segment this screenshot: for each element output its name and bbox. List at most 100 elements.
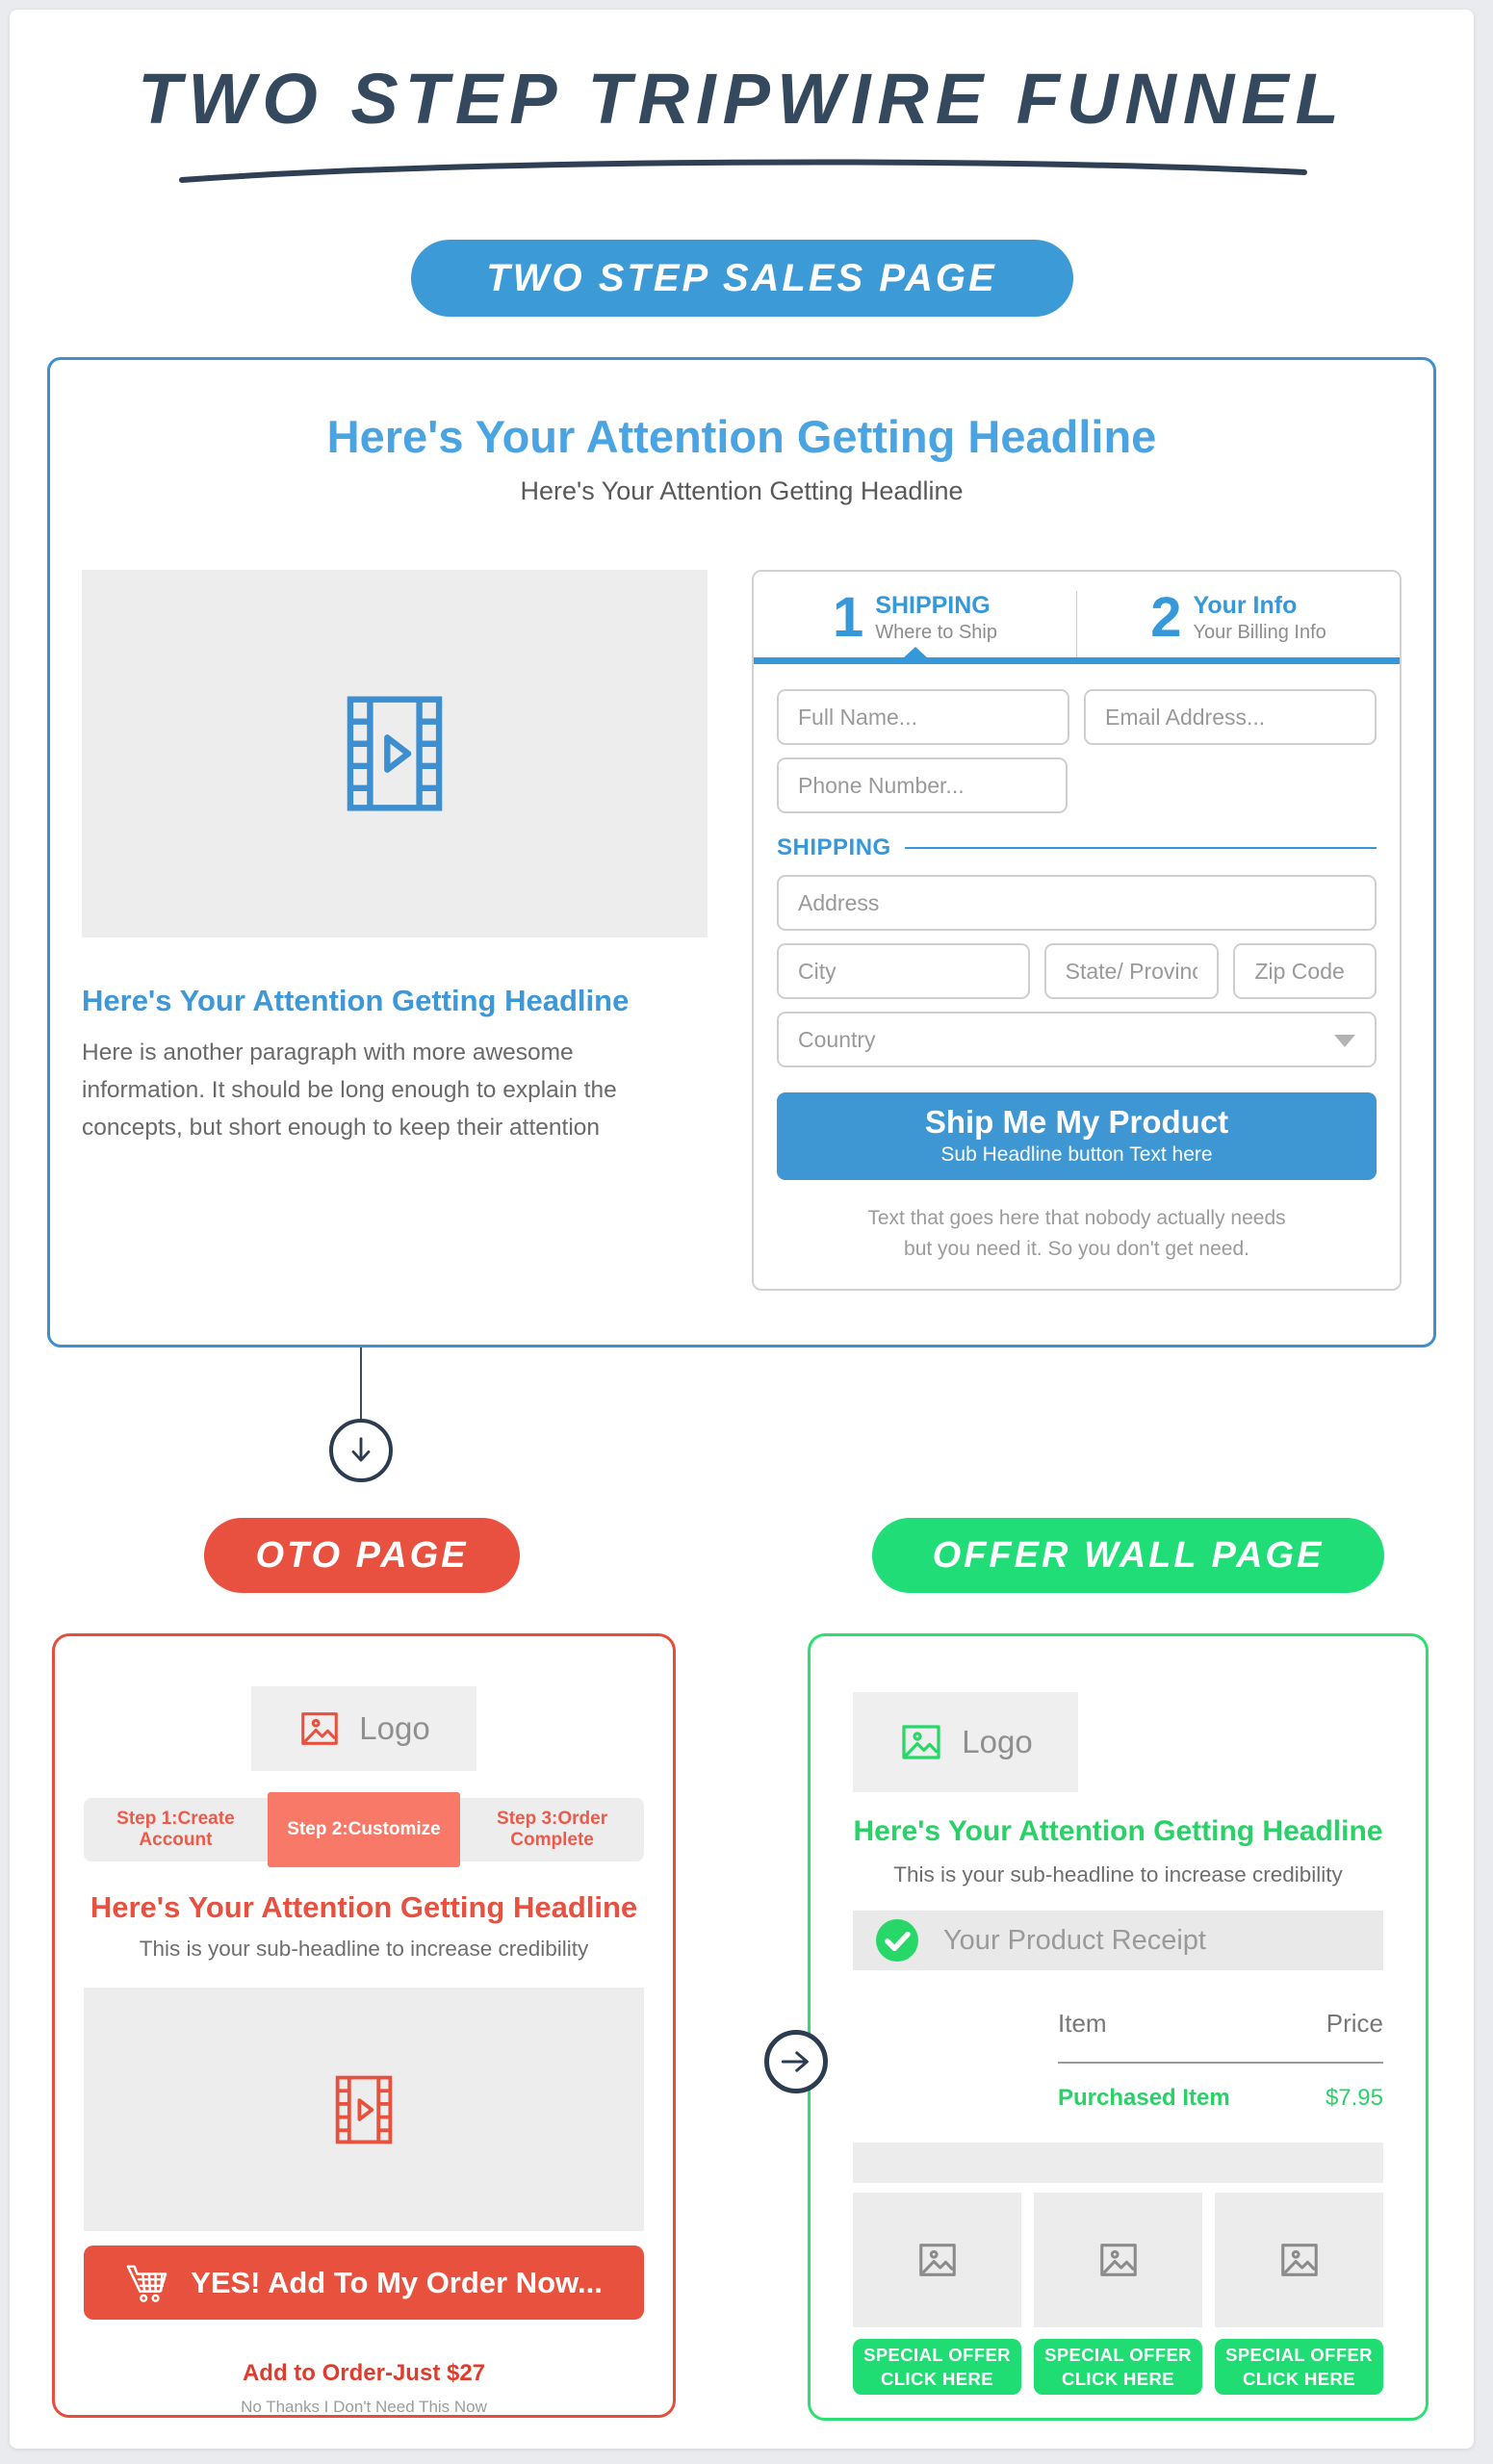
cart-icon	[126, 2265, 167, 2302]
product-receipt-label: Your Product Receipt	[943, 1924, 1206, 1956]
shipping-section-divider	[904, 847, 1377, 850]
oto-page-badge: OTO PAGE	[204, 1518, 520, 1593]
offer-3-line1: SPECIAL OFFER	[1225, 2344, 1373, 2365]
email-input[interactable]	[1084, 689, 1377, 746]
offer-wall-page-badge: OFFER WALL PAGE	[872, 1518, 1384, 1593]
receipt-footer-bar	[853, 2143, 1383, 2183]
special-offer-button-3[interactable]: SPECIAL OFFER CLICK HERE	[1215, 2339, 1383, 2395]
sales-page-section: Here's Your Attention Getting Headline H…	[47, 357, 1436, 1348]
check-circle-icon	[876, 1919, 918, 1962]
sales-left-column: Here's Your Attention Getting Headline H…	[82, 570, 708, 1291]
oto-headline: Here's Your Attention Getting Headline	[90, 1890, 638, 1924]
offer-wall-logo: Logo	[853, 1692, 1078, 1792]
sales-body-headline: Here's Your Attention Getting Headline	[82, 984, 630, 1017]
full-name-input[interactable]	[777, 689, 1069, 746]
ship-me-my-product-button[interactable]: Ship Me My Product Sub Headline button T…	[777, 1092, 1377, 1181]
bottom-pages-row: Logo Step 1:Create Account Step 2:Custom…	[52, 1633, 1429, 2421]
submit-sublabel: Sub Headline button Text here	[940, 1143, 1213, 1167]
order-form-tabs: 1 SHIPPING Where to Ship 2 Your Info You…	[754, 572, 1400, 658]
phone-input[interactable]	[777, 757, 1068, 814]
film-play-icon	[335, 2075, 393, 2143]
oto-video-placeholder[interactable]	[84, 1988, 644, 2231]
sales-page-badge: TWO STEP SALES PAGE	[410, 240, 1073, 317]
oto-logo: Logo	[251, 1686, 476, 1771]
page-badges-row: OTO PAGE OFFER WALL PAGE	[10, 1518, 1474, 1595]
offer-wall-subheadline: This is your sub-headline to increase cr…	[893, 1862, 1343, 1886]
step-order-complete[interactable]: Step 3:Order Complete	[497, 1809, 608, 1850]
order-form-card: 1 SHIPPING Where to Ship 2 Your Info You…	[752, 570, 1402, 1292]
form-disclaimer-line2: but you need it. So you don't get need.	[904, 1237, 1249, 1260]
film-play-icon	[347, 696, 443, 811]
oto-logo-label: Logo	[359, 1710, 430, 1746]
offer-1-line1: SPECIAL OFFER	[863, 2344, 1011, 2365]
receipt-col-item: Item	[1058, 2009, 1107, 2038]
tab-1-title: SHIPPING	[875, 591, 991, 619]
active-tab-notch-icon	[902, 647, 928, 659]
country-select[interactable]	[777, 1012, 1377, 1068]
state-input[interactable]	[1043, 943, 1220, 1000]
add-to-order-button[interactable]: YES! Add To My Order Now...	[84, 2246, 644, 2320]
offer-image-placeholder[interactable]	[1215, 2193, 1383, 2327]
flow-connector	[10, 1348, 1474, 1518]
special-offer-1: SPECIAL OFFER CLICK HERE	[853, 2193, 1021, 2395]
tab-1-subtitle: Where to Ship	[875, 621, 997, 643]
offer-image-placeholder[interactable]	[853, 2193, 1021, 2327]
offer-image-placeholder[interactable]	[1034, 2193, 1202, 2327]
submit-label: Ship Me My Product	[924, 1104, 1229, 1141]
offer-2-line1: SPECIAL OFFER	[1044, 2344, 1192, 2365]
image-icon	[301, 1712, 339, 1745]
shipping-section-label: SHIPPING	[777, 834, 891, 861]
connector-line	[360, 1348, 362, 1423]
special-offer-3: SPECIAL OFFER CLICK HERE	[1215, 2193, 1383, 2395]
oto-price-text: Add to Order-Just $27	[242, 2360, 486, 2386]
oto-decline-link[interactable]: No Thanks I Don't Need This Now	[241, 2398, 487, 2416]
special-offers-row: SPECIAL OFFER CLICK HERE SPECIAL OFFER C…	[853, 2193, 1383, 2395]
sales-body-paragraph: Here is another paragraph with more awes…	[82, 1040, 617, 1142]
oto-page-section: Logo Step 1:Create Account Step 2:Custom…	[52, 1633, 676, 2418]
step-create-account[interactable]: Step 1:Create Account	[116, 1809, 235, 1850]
tab-shipping[interactable]: 1 SHIPPING Where to Ship	[754, 586, 1077, 658]
offer-wall-section: Logo Here's Your Attention Getting Headl…	[808, 1633, 1429, 2421]
step-customize-order[interactable]: Step 2:Customize Order	[267, 1792, 461, 1914]
table-row: Purchased Item $7.95	[1058, 2064, 1383, 2112]
receipt-table: Item Price Purchased Item $7.95	[1058, 2009, 1383, 2112]
active-tab-indicator	[754, 647, 1400, 665]
special-offer-button-1[interactable]: SPECIAL OFFER CLICK HERE	[853, 2339, 1021, 2395]
zip-input[interactable]	[1233, 943, 1377, 1000]
offer-1-line2: CLICK HERE	[880, 2368, 994, 2389]
address-input[interactable]	[777, 875, 1377, 932]
page-title: TWO STEP TRIPWIRE FUNNEL	[138, 59, 1346, 139]
form-disclaimer: Text that goes here that nobody actually…	[777, 1203, 1377, 1289]
tab-your-info[interactable]: 2 Your Info Your Billing Info	[1077, 586, 1400, 657]
purchased-item-price: $7.95	[1325, 2085, 1383, 2111]
tab-2-number: 2	[1150, 586, 1182, 649]
special-offer-2: SPECIAL OFFER CLICK HERE	[1034, 2193, 1202, 2395]
oto-progress-steps: Step 1:Create Account Step 2:Customize O…	[84, 1792, 644, 1914]
receipt-col-price: Price	[1326, 2009, 1383, 2038]
sales-headline: Here's Your Attention Getting Headline	[326, 411, 1157, 462]
arrow-right-icon	[764, 2030, 828, 2093]
form-disclaimer-line1: Text that goes here that nobody actually…	[867, 1207, 1286, 1230]
offer-2-line2: CLICK HERE	[1061, 2368, 1175, 2389]
image-icon	[918, 2244, 956, 2276]
offer-wall-headline: Here's Your Attention Getting Headline	[853, 1815, 1383, 1847]
add-to-order-label: YES! Add To My Order Now...	[191, 2265, 603, 2299]
tab-2-title: Your Info	[1193, 591, 1298, 619]
underline-swoosh-icon	[178, 159, 1307, 183]
arrow-down-icon	[329, 1419, 393, 1482]
tab-2-subtitle: Your Billing Info	[1193, 621, 1326, 643]
sales-subheadline: Here's Your Attention Getting Headline	[520, 476, 964, 505]
sales-video-placeholder[interactable]	[82, 570, 708, 937]
sales-right-column: 1 SHIPPING Where to Ship 2 Your Info You…	[752, 570, 1402, 1292]
product-receipt-bar: Your Product Receipt	[853, 1911, 1383, 1970]
oto-subheadline: This is your sub-headline to increase cr…	[139, 1937, 589, 1961]
chevron-down-icon	[1334, 1035, 1355, 1048]
image-icon	[1099, 2244, 1137, 2276]
image-icon	[902, 1725, 940, 1759]
offer-3-line2: CLICK HERE	[1242, 2368, 1356, 2389]
offer-wall-logo-label: Logo	[962, 1724, 1033, 1759]
tab-1-number: 1	[833, 586, 864, 649]
country-input[interactable]	[777, 1012, 1377, 1068]
city-input[interactable]	[777, 943, 1030, 1000]
special-offer-button-2[interactable]: SPECIAL OFFER CLICK HERE	[1034, 2339, 1202, 2395]
